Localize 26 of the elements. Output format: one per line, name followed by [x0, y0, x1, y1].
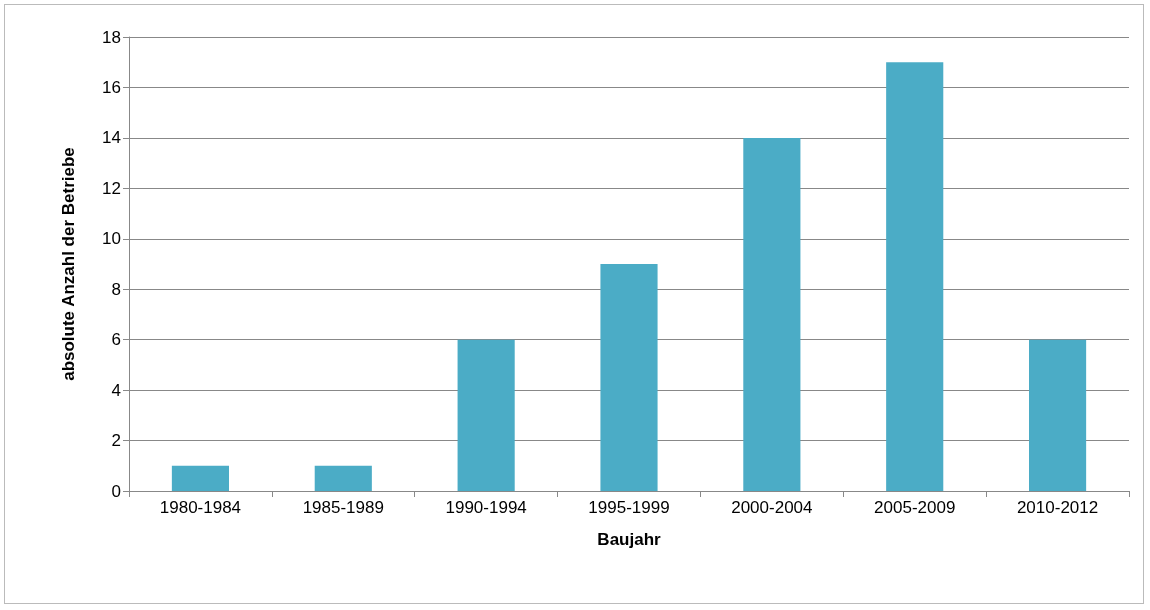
x-axis-title: Baujahr — [597, 530, 662, 549]
bar — [1029, 339, 1087, 491]
y-tick-label: 10 — [102, 229, 121, 249]
x-tick-label: 1995-1999 — [588, 498, 670, 517]
x-tick-label: 2005-2009 — [874, 498, 956, 517]
y-tick-label: 18 — [102, 27, 121, 47]
bar — [886, 62, 944, 491]
x-tick-label: 1990-1994 — [445, 498, 527, 517]
x-tick-label: 1985-1989 — [302, 498, 384, 517]
x-tick-label: 1980-1984 — [159, 498, 242, 517]
bar — [171, 465, 229, 491]
y-tick-label: 12 — [102, 178, 121, 198]
y-axis-title: absolute Anzahl der Betriebe — [59, 147, 78, 381]
y-tick-label: 14 — [102, 128, 121, 148]
bar — [600, 264, 658, 491]
y-tick-label: 4 — [111, 380, 121, 400]
bar — [743, 137, 801, 491]
bar — [314, 465, 372, 491]
y-tick-label: 2 — [111, 431, 121, 451]
y-tick-label: 0 — [111, 481, 121, 501]
bar — [457, 339, 515, 491]
x-tick-label: 2010-2012 — [1016, 498, 1099, 517]
y-tick-label: 8 — [111, 279, 121, 299]
x-tick-label: 2000-2004 — [731, 498, 813, 517]
y-tick-label: 6 — [111, 330, 121, 350]
y-tick-label: 16 — [102, 77, 121, 97]
